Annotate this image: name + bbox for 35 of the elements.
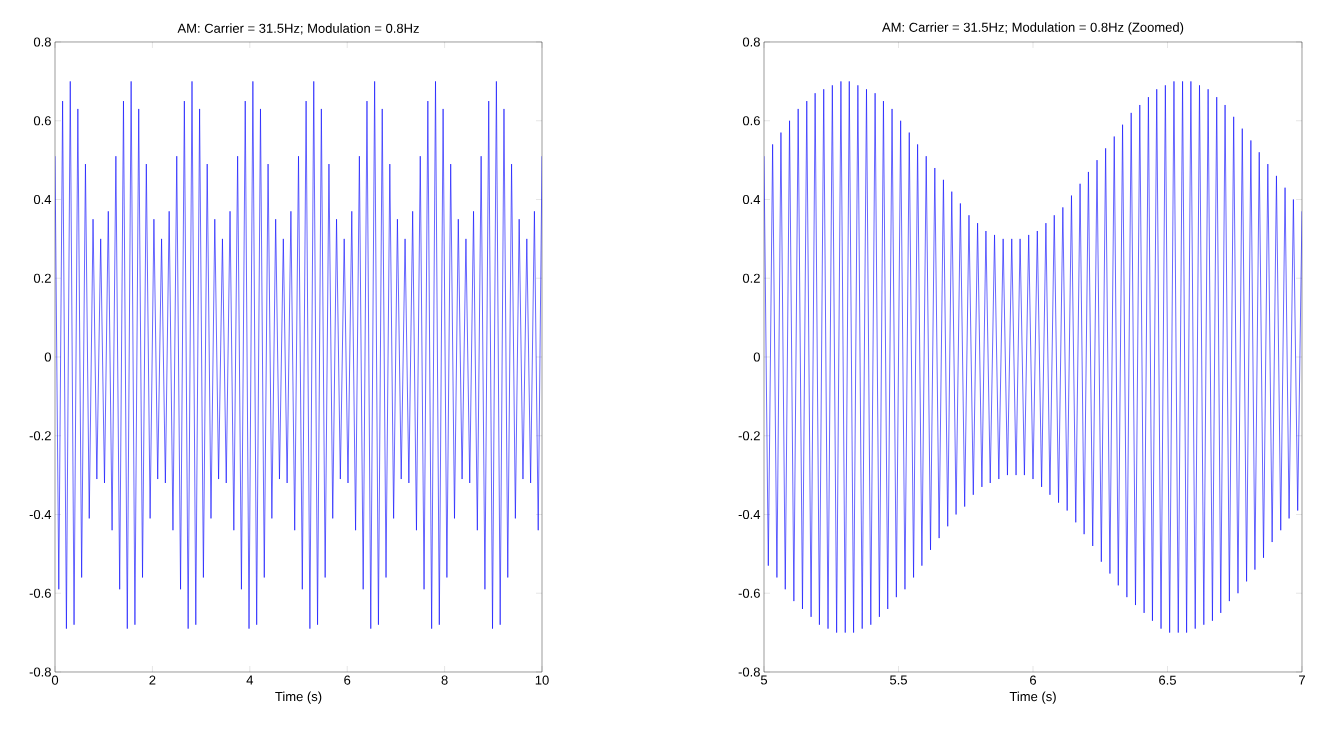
y-tick-label: 0.8 xyxy=(742,37,760,47)
x-axis-title: Time (s) xyxy=(275,691,322,704)
y-tick-label: 0.6 xyxy=(742,116,760,126)
chart-title: AM: Carrier = 31.5Hz; Modulation = 0.8Hz (Zoomed) xyxy=(882,22,1184,35)
x-tick-label: 0 xyxy=(51,675,59,685)
x-tick-label: 6 xyxy=(344,675,351,685)
y-tick-label: -0.2 xyxy=(738,431,760,441)
x-tick-label: 6.5 xyxy=(1159,675,1176,685)
y-tick-label: 0.2 xyxy=(33,273,51,283)
y-tick-label: 0.6 xyxy=(33,116,51,126)
y-tick-label: 0 xyxy=(44,352,51,362)
x-tick-label: 5 xyxy=(760,675,768,685)
y-tick-label: -0.8 xyxy=(29,667,51,677)
chart-title: AM: Carrier = 31.5Hz; Modulation = 0.8Hz xyxy=(177,23,419,35)
x-tick-label: 10 xyxy=(535,675,549,685)
x-tick-label: 7 xyxy=(1299,675,1305,685)
y-tick-label: -0.8 xyxy=(738,667,760,677)
y-tick-label: 0.2 xyxy=(742,273,760,283)
y-tick-label: -0.2 xyxy=(29,431,51,441)
y-tick-label: 0.8 xyxy=(33,37,51,47)
y-tick-label: 0 xyxy=(753,352,760,362)
x-tick-label: 6 xyxy=(1030,675,1037,685)
y-tick-label: -0.6 xyxy=(738,588,760,598)
y-tick-label: -0.6 xyxy=(29,588,51,598)
x-axis-title: Time (s) xyxy=(1009,691,1056,704)
y-tick-label: 0.4 xyxy=(33,194,52,205)
line-series xyxy=(55,81,543,629)
y-tick-label: -0.4 xyxy=(738,509,761,520)
line-series xyxy=(764,81,1302,633)
x-tick-label: 5.5 xyxy=(889,675,907,685)
x-tick-label: 8 xyxy=(441,675,448,685)
y-tick-label: 0.4 xyxy=(742,194,761,205)
y-tick-label: -0.4 xyxy=(29,509,52,520)
x-tick-label: 2 xyxy=(149,675,156,685)
x-tick-label: 4 xyxy=(246,675,254,685)
